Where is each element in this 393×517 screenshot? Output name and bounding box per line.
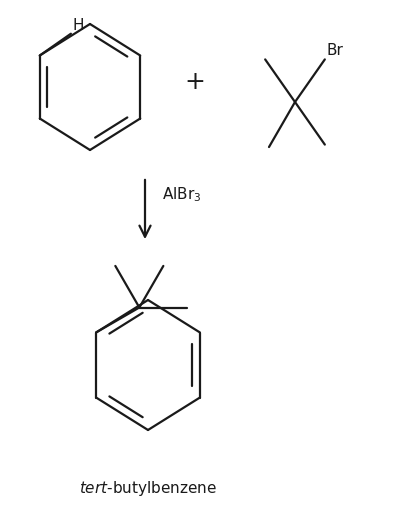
Text: AlBr$_3$: AlBr$_3$ [162,186,202,204]
Text: $\it{tert}$-butylbenzene: $\it{tert}$-butylbenzene [79,479,217,498]
Text: +: + [185,70,206,94]
Text: Br: Br [327,43,344,58]
Text: H: H [73,18,84,33]
